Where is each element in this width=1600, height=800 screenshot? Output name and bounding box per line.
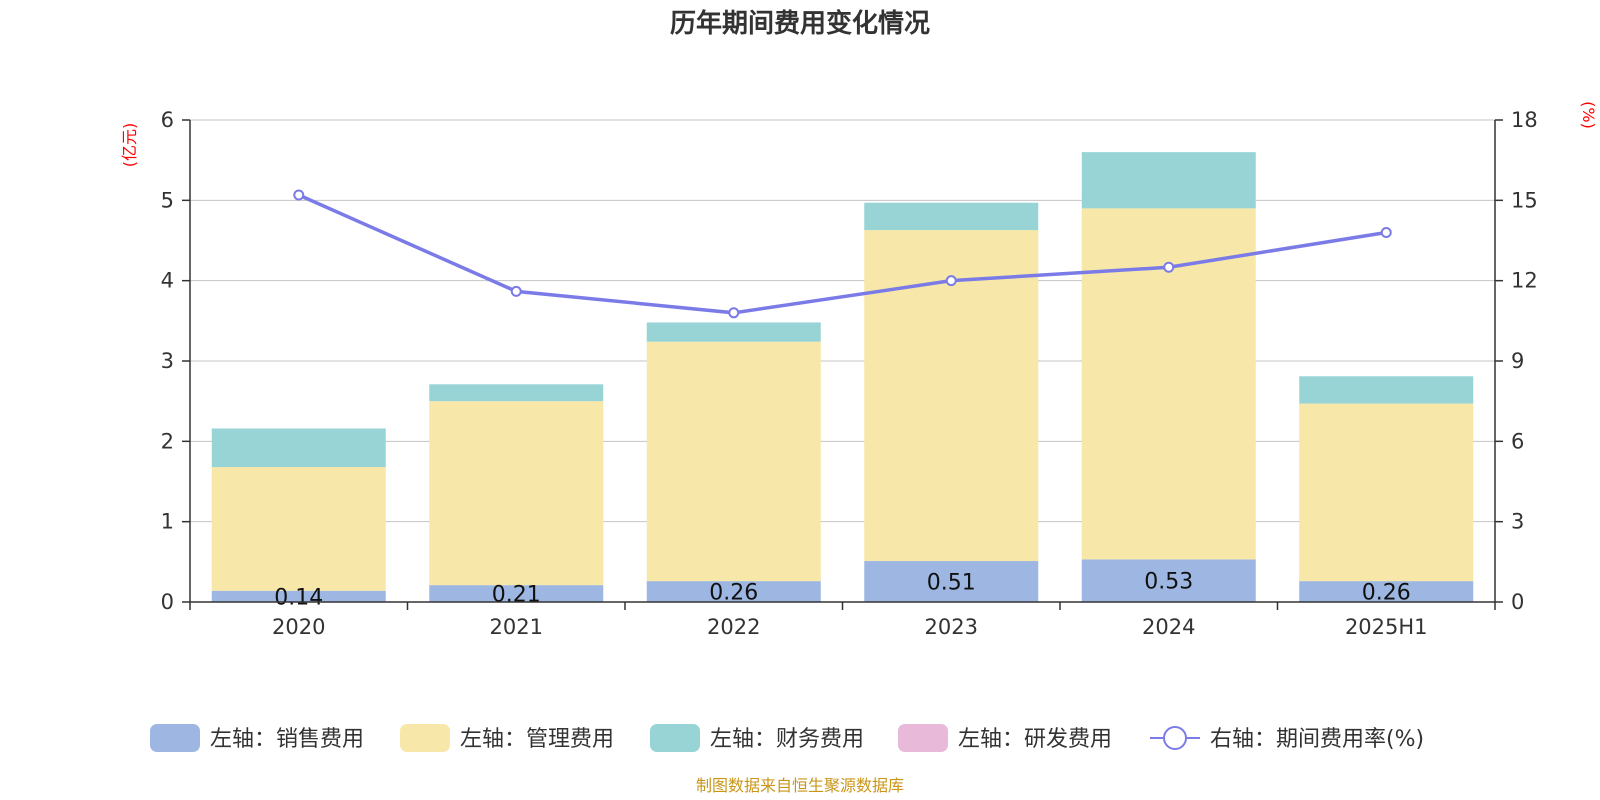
- bar-segment: [1081, 208, 1256, 560]
- x-tick-label: 2025H1: [1345, 615, 1428, 639]
- right-axis-unit: (%): [1579, 101, 1598, 129]
- bar-segment: [646, 341, 821, 582]
- chart-title: 历年期间费用变化情况: [670, 8, 930, 39]
- source-note: 制图数据来自恒生聚源数据库: [696, 776, 904, 795]
- bar-segment: [1081, 559, 1256, 602]
- legend-swatch: [898, 724, 948, 752]
- right-tick-label: 12: [1511, 269, 1538, 293]
- rate-point: [293, 189, 305, 201]
- bar-segment: [211, 467, 386, 591]
- right-tick-label: 0: [1511, 590, 1524, 614]
- left-tick-label: 2: [161, 429, 174, 453]
- right-tick-label: 6: [1511, 429, 1524, 453]
- left-tick-label: 4: [161, 269, 174, 293]
- legend-label: 左轴：销售费用: [210, 727, 364, 752]
- legend: 左轴：销售费用 左轴：管理费用 左轴：财务费用 左轴：研发费用 右轴：期间费用率(%): [150, 724, 1424, 752]
- bar-segment: [864, 202, 1039, 231]
- right-tick-label: 3: [1511, 510, 1524, 534]
- bar-segment: [1081, 152, 1256, 209]
- rate-point: [1380, 226, 1392, 238]
- right-tick-label: 9: [1511, 349, 1524, 373]
- data-labels-layer: 0.14 0.21 0.26 0.51 0.53 0.26: [274, 570, 1410, 611]
- data-label: 0.51: [927, 571, 976, 596]
- rate-point: [728, 307, 740, 319]
- bar-segment: [1299, 403, 1474, 582]
- legend-swatch: [650, 724, 700, 752]
- bar-segment: [1299, 581, 1474, 602]
- left-tick-label: 3: [161, 349, 174, 373]
- left-tick-label: 6: [161, 108, 174, 132]
- legend-swatch: [400, 724, 450, 752]
- bar-segment: [211, 590, 386, 602]
- bar-segment: [429, 384, 604, 402]
- x-tick-label: 2023: [925, 615, 978, 639]
- right-tick-label: 15: [1511, 188, 1538, 212]
- legend-label: 左轴：研发费用: [958, 727, 1112, 752]
- x-tick-label: 2024: [1142, 615, 1195, 639]
- rate-point: [945, 275, 957, 287]
- bar-segment: [429, 585, 604, 602]
- line-layer: [293, 189, 1392, 319]
- legend-label: 右轴：期间费用率(%): [1210, 727, 1424, 752]
- bar-segment: [646, 581, 821, 602]
- left-tick-label: 0: [161, 590, 174, 614]
- left-tick-label: 5: [161, 188, 174, 212]
- data-label: 0.14: [274, 585, 323, 610]
- grid-lines: [190, 119, 1495, 523]
- x-tick-label: 2022: [707, 615, 760, 639]
- bar-segment: [864, 561, 1039, 602]
- x-tick-label: 2021: [490, 615, 543, 639]
- bar-segment: [429, 401, 604, 586]
- data-label: 0.53: [1144, 570, 1193, 595]
- legend-label: 左轴：管理费用: [460, 727, 614, 752]
- left-axis-unit: (亿元): [120, 123, 139, 168]
- bar-segment: [1299, 376, 1474, 404]
- rate-point: [510, 285, 522, 297]
- rate-line: [298, 193, 1387, 315]
- rate-point: [1163, 261, 1175, 273]
- x-tick-label: 2020: [272, 615, 325, 639]
- bar-segment: [211, 428, 386, 468]
- legend-label: 左轴：财务费用: [710, 727, 864, 752]
- left-tick-label: 1: [161, 510, 174, 534]
- data-label: 0.21: [492, 583, 541, 608]
- legend-swatch: [150, 724, 200, 752]
- legend-line-marker: [1163, 726, 1187, 750]
- bar-segment: [646, 322, 821, 342]
- right-tick-label: 18: [1511, 108, 1538, 132]
- bars-layer: [211, 152, 1474, 602]
